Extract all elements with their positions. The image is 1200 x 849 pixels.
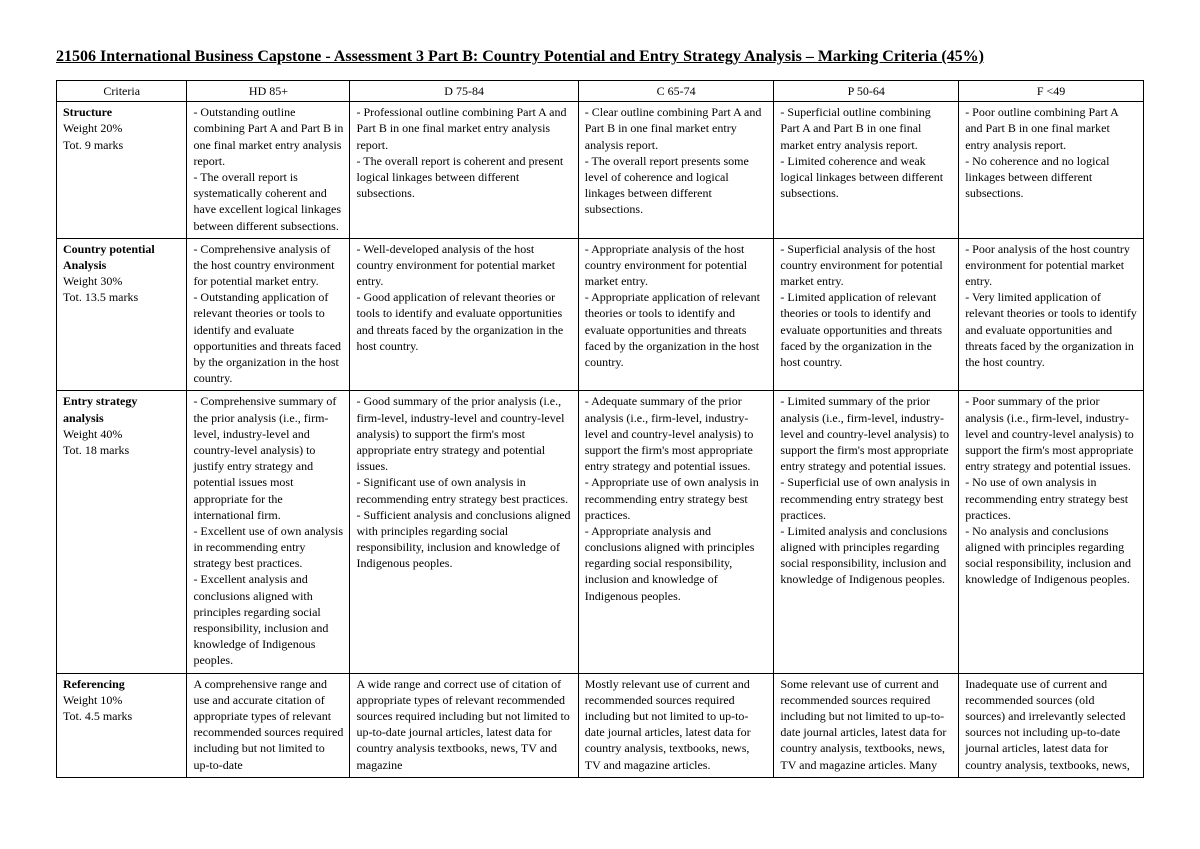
cell-c: Mostly relevant use of current and recom…: [578, 673, 774, 777]
col-d: D 75-84: [350, 81, 578, 102]
cell-f: - Poor summary of the prior analysis (i.…: [959, 391, 1144, 673]
criterion-cell: Structure Weight 20%Tot. 9 marks: [57, 102, 187, 239]
criterion-cell: Entry strategy analysis Weight 40%Tot. 1…: [57, 391, 187, 673]
cell-f: Inadequate use of current and recommende…: [959, 673, 1144, 777]
criterion-name: Country potential Analysis: [63, 242, 155, 272]
cell-p: - Superficial outline combining Part A a…: [774, 102, 959, 239]
table-row: Referencing Weight 10%Tot. 4.5 marks A c…: [57, 673, 1144, 777]
cell-hd: - Comprehensive summary of the prior ana…: [187, 391, 350, 673]
rubric-table: Criteria HD 85+ D 75-84 C 65-74 P 50-64 …: [56, 80, 1144, 778]
cell-d: - Good summary of the prior analysis (i.…: [350, 391, 578, 673]
cell-c: - Adequate summary of the prior analysis…: [578, 391, 774, 673]
cell-c: - Appropriate analysis of the host count…: [578, 238, 774, 391]
cell-d: - Professional outline combining Part A …: [350, 102, 578, 239]
col-p: P 50-64: [774, 81, 959, 102]
criterion-cell: Referencing Weight 10%Tot. 4.5 marks: [57, 673, 187, 777]
cell-d: A wide range and correct use of citation…: [350, 673, 578, 777]
col-c: C 65-74: [578, 81, 774, 102]
criterion-name: Structure: [63, 105, 112, 119]
header-row: Criteria HD 85+ D 75-84 C 65-74 P 50-64 …: [57, 81, 1144, 102]
cell-d: - Well-developed analysis of the host co…: [350, 238, 578, 391]
criterion-meta: Weight 10%Tot. 4.5 marks: [63, 693, 132, 723]
cell-p: - Superficial analysis of the host count…: [774, 238, 959, 391]
table-row: Country potential Analysis Weight 30%Tot…: [57, 238, 1144, 391]
table-row: Structure Weight 20%Tot. 9 marks - Outst…: [57, 102, 1144, 239]
col-hd: HD 85+: [187, 81, 350, 102]
criterion-meta: Weight 30%Tot. 13.5 marks: [63, 274, 138, 304]
cell-hd: - Outstanding outline combining Part A a…: [187, 102, 350, 239]
criterion-name: Referencing: [63, 677, 125, 691]
cell-f: - Poor analysis of the host country envi…: [959, 238, 1144, 391]
col-f: F <49: [959, 81, 1144, 102]
cell-f: - Poor outline combining Part A and Part…: [959, 102, 1144, 239]
document-title: 21506 International Business Capstone - …: [56, 48, 1144, 66]
cell-c: - Clear outline combining Part A and Par…: [578, 102, 774, 239]
criterion-name: Entry strategy analysis: [63, 394, 137, 424]
page: 21506 International Business Capstone - …: [0, 0, 1200, 778]
rubric-body: Structure Weight 20%Tot. 9 marks - Outst…: [57, 102, 1144, 778]
cell-p: - Limited summary of the prior analysis …: [774, 391, 959, 673]
criterion-meta: Weight 20%Tot. 9 marks: [63, 121, 123, 151]
col-criteria: Criteria: [57, 81, 187, 102]
cell-hd: - Comprehensive analysis of the host cou…: [187, 238, 350, 391]
table-row: Entry strategy analysis Weight 40%Tot. 1…: [57, 391, 1144, 673]
criterion-meta: Weight 40%Tot. 18 marks: [63, 427, 129, 457]
criterion-cell: Country potential Analysis Weight 30%Tot…: [57, 238, 187, 391]
cell-hd: A comprehensive range and use and accura…: [187, 673, 350, 777]
cell-p: Some relevant use of current and recomme…: [774, 673, 959, 777]
